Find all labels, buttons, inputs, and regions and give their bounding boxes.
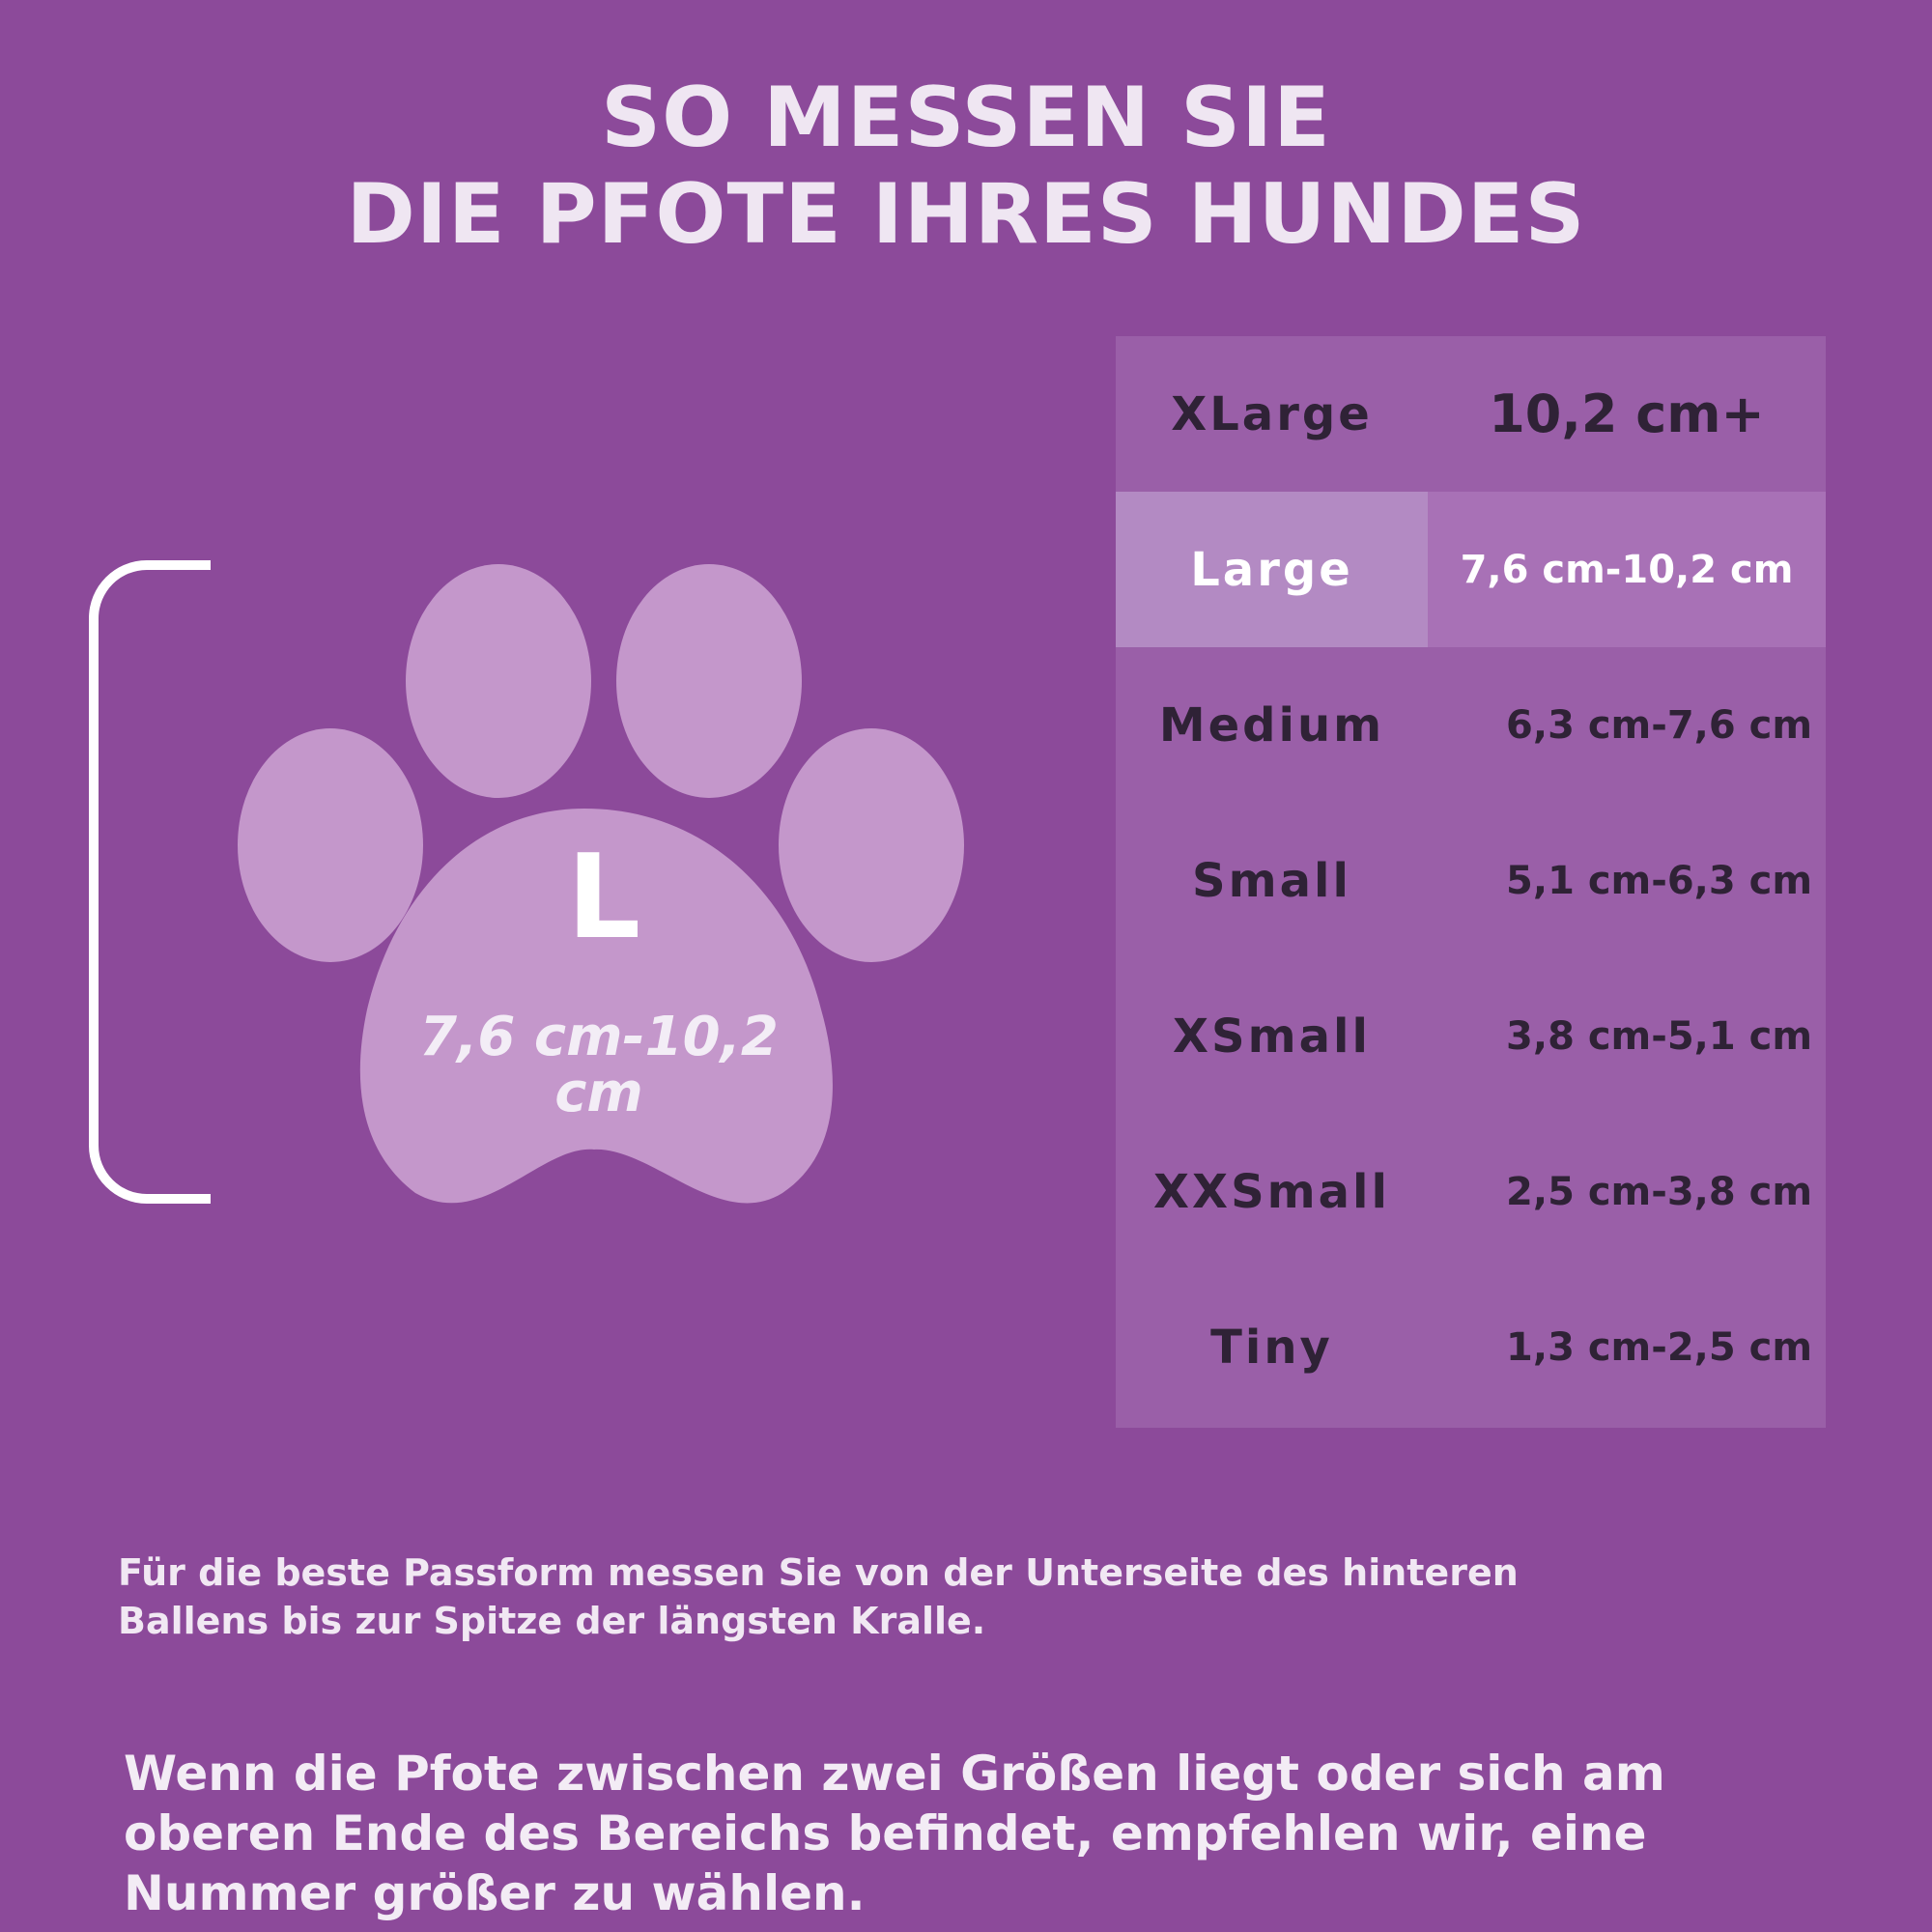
sizing-recommendation: Wenn die Pfote zwischen zwei Größen lieg… [124, 1746, 1665, 1921]
size-range: 7,6 cm-10,2 cm [1460, 547, 1794, 592]
paw-toe-3 [238, 728, 423, 962]
page-title: SO MESSEN SIE DIE PFOTE IHRES HUNDES [0, 70, 1932, 263]
title-line-1: SO MESSEN SIE [601, 70, 1331, 166]
size-range: 1,3 cm-2,5 cm [1506, 1324, 1812, 1370]
paw-toe-2 [616, 564, 802, 798]
size-label: XXSmall [1153, 1164, 1390, 1219]
size-row-medium: Medium 6,3 cm-7,6 cm [1116, 647, 1826, 803]
paw-toe-4 [779, 728, 964, 962]
paw-toe-1 [406, 564, 591, 798]
size-range: 6,3 cm-7,6 cm [1506, 702, 1812, 748]
paw-size-letter: L [566, 831, 641, 965]
title-line-2: DIE PFOTE IHRES HUNDES [346, 166, 1586, 263]
size-label: Small [1192, 853, 1351, 908]
size-range: 3,8 cm-5,1 cm [1506, 1013, 1812, 1059]
size-range: 5,1 cm-6,3 cm [1506, 858, 1812, 903]
size-row-xlarge: XLarge 10,2 cm+ [1116, 336, 1826, 492]
paw-illustration: L 7,6 cm-10,2 cm [232, 555, 976, 1212]
size-row-large: Large 7,6 cm-10,2 cm [1116, 492, 1826, 647]
size-label: XSmall [1173, 1009, 1371, 1064]
measurement-note: Für die beste Passform messen Sie von de… [118, 1551, 1519, 1642]
size-range: 2,5 cm-3,8 cm [1506, 1169, 1812, 1214]
size-range: 10,2 cm+ [1489, 384, 1765, 444]
size-row-xxsmall: XXSmall 2,5 cm-3,8 cm [1116, 1114, 1826, 1269]
size-label: XLarge [1171, 386, 1373, 441]
size-label: Tiny [1210, 1320, 1333, 1375]
paw-pad [359, 809, 833, 1204]
size-label: Medium [1158, 697, 1385, 753]
size-label: Large [1116, 492, 1428, 647]
size-row-tiny: Tiny 1,3 cm-2,5 cm [1116, 1269, 1826, 1425]
size-table: XLarge 10,2 cm+ Large 7,6 cm-10,2 cm Med… [1116, 336, 1826, 1428]
measurement-bracket [89, 560, 211, 1204]
paw-size-range: 7,6 cm-10,2 cm [419, 1006, 779, 1124]
paw-icon [238, 564, 964, 1204]
size-row-xsmall: XSmall 3,8 cm-5,1 cm [1116, 958, 1826, 1114]
size-row-small: Small 5,1 cm-6,3 cm [1116, 803, 1826, 958]
